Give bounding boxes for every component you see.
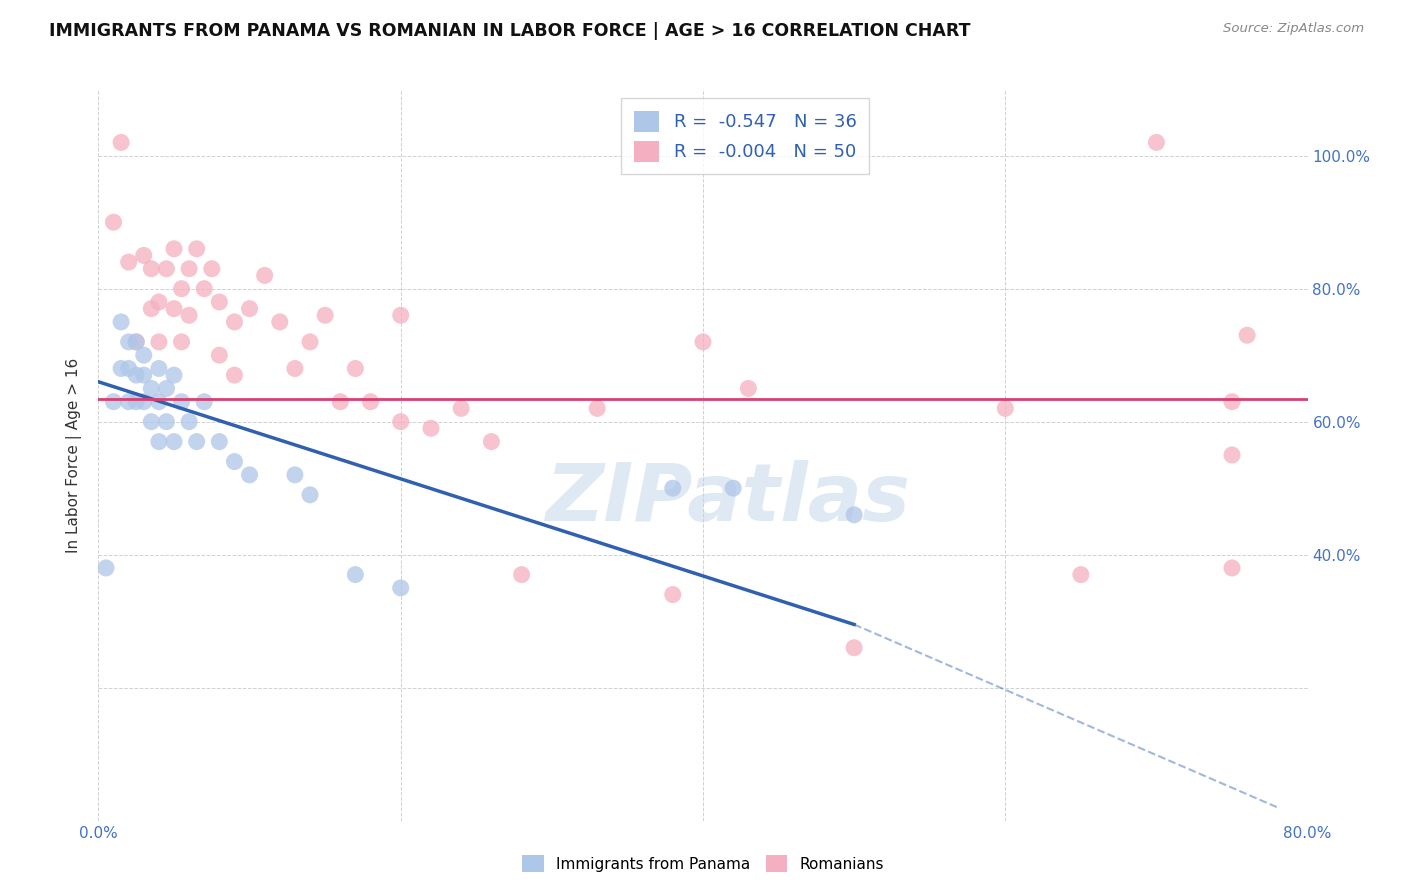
Point (186, 242, 208, 256)
Point (103, 394, 125, 409)
Point (179, 261, 201, 276)
Point (148, 434, 170, 449)
Point (1220, 448, 1243, 462)
Point (148, 295, 170, 310)
Point (170, 394, 193, 409)
Point (299, 488, 322, 502)
Point (118, 255, 141, 269)
Point (148, 361, 170, 376)
Point (118, 361, 141, 376)
Text: IMMIGRANTS FROM PANAMA VS ROMANIAN IN LABOR FORCE | AGE > 16 CORRELATION CHART: IMMIGRANTS FROM PANAMA VS ROMANIAN IN LA… (49, 22, 970, 40)
Point (141, 415, 163, 429)
Text: ZIPatlas: ZIPatlas (544, 459, 910, 538)
Point (360, 394, 382, 409)
Point (208, 434, 231, 449)
Point (201, 261, 224, 276)
Point (299, 334, 322, 349)
Point (1144, 136, 1167, 150)
Point (844, 508, 866, 522)
Point (284, 361, 307, 376)
Point (110, 136, 132, 150)
Point (420, 421, 443, 435)
Point (141, 301, 163, 316)
Point (450, 401, 472, 416)
Point (118, 394, 141, 409)
Point (155, 415, 177, 429)
Point (329, 394, 352, 409)
Point (692, 334, 714, 349)
Point (170, 334, 193, 349)
Point (994, 401, 1017, 416)
Legend: Immigrants from Panama, Romanians: Immigrants from Panama, Romanians (515, 847, 891, 880)
Legend: R =  -0.547   N = 36, R =  -0.004   N = 50: R = -0.547 N = 36, R = -0.004 N = 50 (621, 98, 869, 174)
Point (253, 268, 276, 283)
Point (141, 381, 163, 395)
Point (1236, 328, 1258, 343)
Point (148, 394, 170, 409)
Point (737, 381, 759, 395)
Point (179, 415, 201, 429)
Point (661, 588, 683, 602)
Point (118, 334, 141, 349)
Point (1070, 567, 1092, 582)
Point (661, 481, 683, 495)
Point (170, 282, 193, 296)
Point (239, 301, 262, 316)
Point (1220, 561, 1243, 575)
Point (141, 261, 163, 276)
Point (125, 334, 148, 349)
Point (844, 640, 866, 655)
Point (239, 467, 262, 482)
Point (344, 361, 367, 376)
Point (110, 361, 132, 376)
Point (148, 334, 170, 349)
Point (103, 215, 125, 229)
Point (723, 481, 745, 495)
Point (155, 381, 177, 395)
Point (208, 348, 231, 362)
Point (314, 308, 336, 322)
Text: Source: ZipAtlas.com: Source: ZipAtlas.com (1223, 22, 1364, 36)
Point (208, 295, 231, 310)
Point (163, 301, 186, 316)
Point (155, 261, 177, 276)
Point (193, 282, 215, 296)
Point (284, 467, 307, 482)
Point (186, 434, 208, 449)
Point (125, 394, 148, 409)
Y-axis label: In Labor Force | Age > 16: In Labor Force | Age > 16 (66, 358, 83, 552)
Point (163, 368, 186, 383)
Point (132, 248, 155, 262)
Point (125, 368, 148, 383)
Point (224, 368, 246, 383)
Point (269, 315, 291, 329)
Point (132, 368, 155, 383)
Point (132, 394, 155, 409)
Point (110, 315, 132, 329)
Point (586, 401, 609, 416)
Point (193, 394, 215, 409)
Point (389, 308, 412, 322)
Point (132, 348, 155, 362)
Point (163, 242, 186, 256)
Point (1220, 394, 1243, 409)
Point (163, 434, 186, 449)
Point (481, 434, 503, 449)
Point (125, 334, 148, 349)
Point (94, 561, 117, 575)
Point (224, 454, 246, 468)
Point (179, 308, 201, 322)
Point (510, 567, 533, 582)
Point (224, 315, 246, 329)
Point (344, 567, 367, 582)
Point (389, 415, 412, 429)
Point (389, 581, 412, 595)
